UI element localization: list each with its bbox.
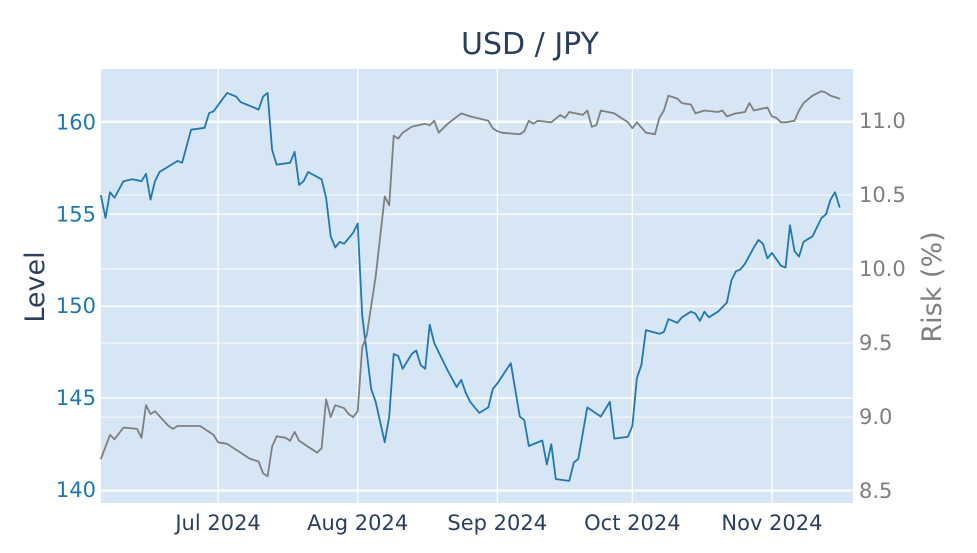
series-layer (100, 90, 841, 482)
left-tick-label: 140 (56, 478, 96, 502)
left-axis-title: Level (20, 251, 51, 322)
right-tick-label: 8.5 (859, 479, 892, 503)
right-tick-label: 10.5 (859, 183, 906, 207)
left-tick-label: 155 (56, 202, 96, 226)
left-tick-label: 150 (56, 294, 96, 318)
x-tick-label: Jul 2024 (173, 511, 260, 535)
right-tick-label: 10.0 (859, 257, 906, 281)
x-tick-label: Sep 2024 (447, 511, 547, 535)
x-tick-label: Aug 2024 (307, 511, 408, 535)
plot-background (101, 69, 853, 503)
series-line-right (100, 90, 841, 478)
right-axis-ticks: 8.5 9.0 9.5 10.0 10.5 11.0 (859, 109, 906, 503)
series-line-left (100, 92, 841, 482)
x-tick-label: Oct 2024 (584, 511, 680, 535)
left-tick-label: 160 (56, 110, 96, 134)
left-axis-ticks: 140 145 150 155 160 (56, 110, 96, 502)
right-tick-label: 9.5 (859, 331, 892, 355)
left-tick-label: 145 (56, 386, 96, 410)
x-tick-label: Nov 2024 (721, 511, 822, 535)
grid-lines (101, 69, 853, 503)
chart-title: USD / JPY (461, 27, 600, 62)
right-tick-label: 11.0 (859, 109, 906, 133)
right-axis-title: Risk (%) (917, 231, 948, 342)
right-tick-label: 9.0 (859, 405, 892, 429)
x-axis-ticks: Jul 2024 Aug 2024 Sep 2024 Oct 2024 Nov 2024 (173, 511, 822, 535)
